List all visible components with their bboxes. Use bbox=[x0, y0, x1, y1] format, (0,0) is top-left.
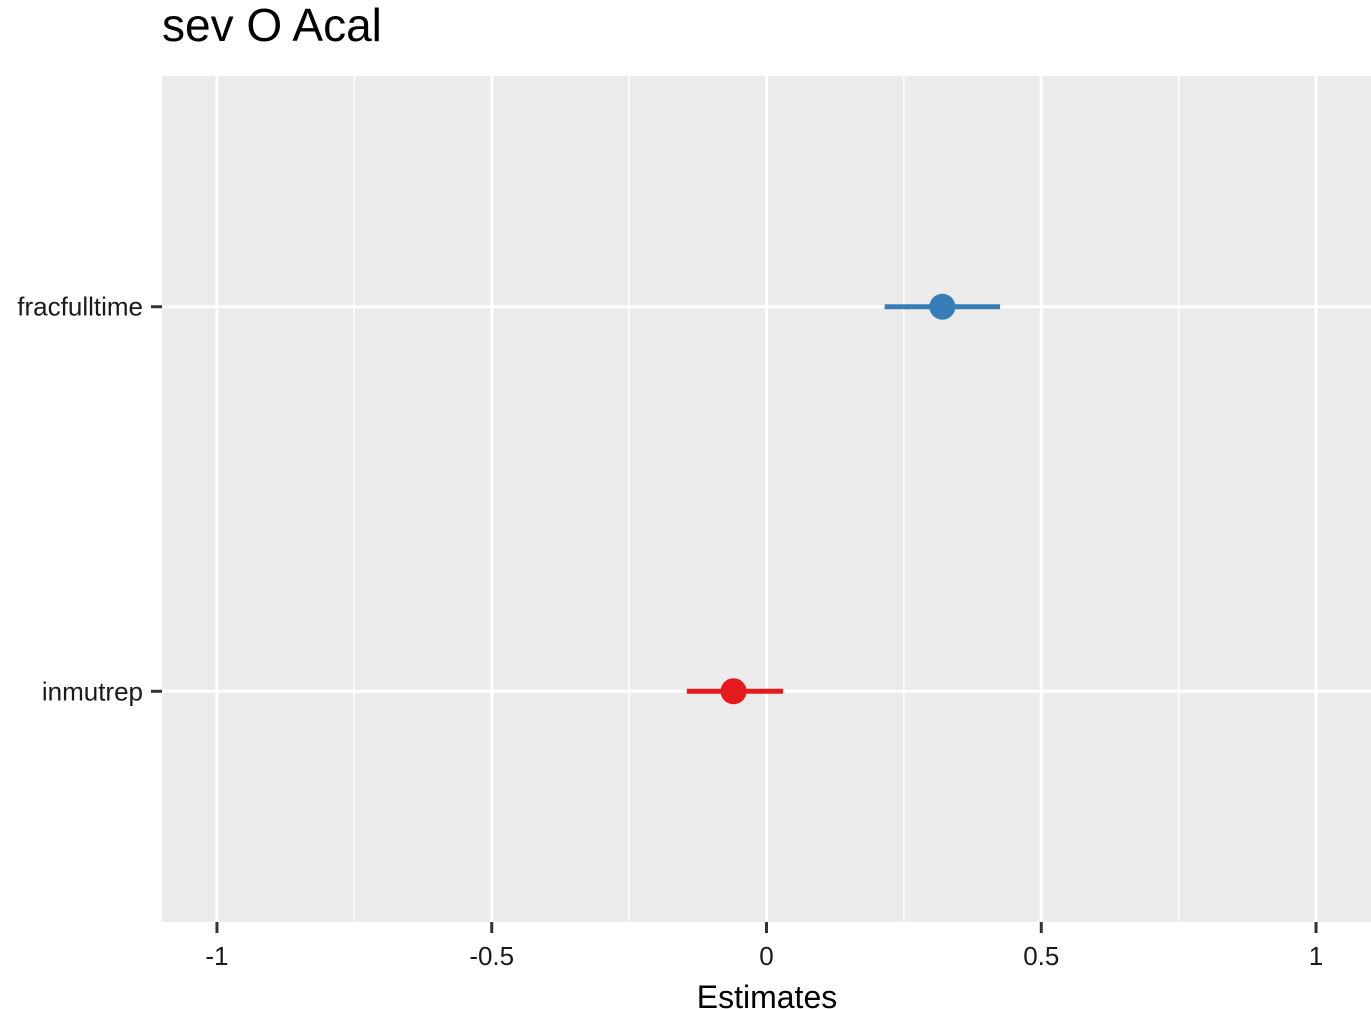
chart-title: sev O Acal bbox=[162, 0, 382, 51]
y-tick-label: fracfulltime bbox=[17, 292, 143, 322]
x-tick-label: -0.5 bbox=[469, 941, 514, 971]
x-axis-title: Estimates bbox=[697, 979, 837, 1009]
x-tick-label: 0.5 bbox=[1023, 941, 1059, 971]
estimate-point-fracfulltime bbox=[929, 293, 956, 320]
x-axis: -1 -0.5 0 0.5 1 bbox=[205, 922, 1323, 971]
x-tick-label: -1 bbox=[205, 941, 228, 971]
y-tick-label: inmutrep bbox=[42, 676, 143, 706]
minor-gridlines bbox=[353, 76, 1180, 922]
y-axis: fracfulltime inmutrep bbox=[17, 292, 162, 706]
x-tick-label: 1 bbox=[1309, 941, 1323, 971]
x-tick-label: 0 bbox=[759, 941, 773, 971]
estimate-marks bbox=[686, 293, 1001, 705]
estimate-point-inmutrep bbox=[720, 678, 747, 705]
